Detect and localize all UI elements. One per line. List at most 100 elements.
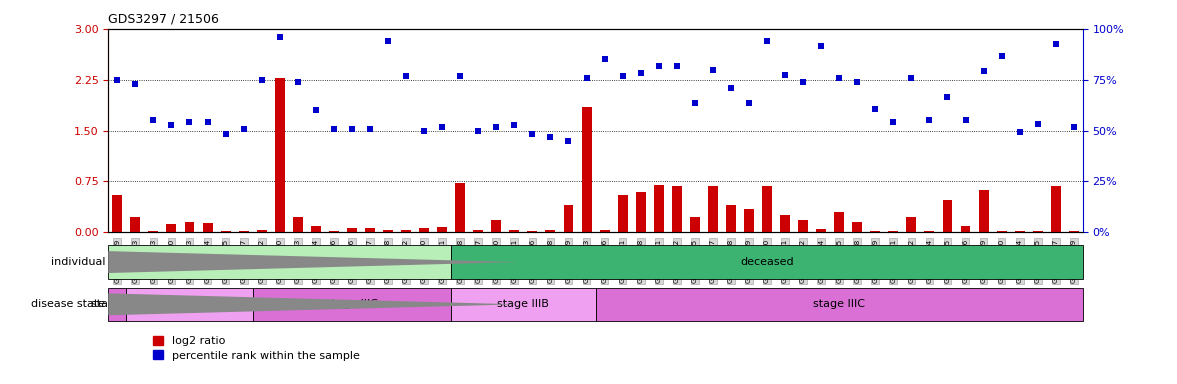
Bar <box>365 228 375 232</box>
Point <box>505 122 524 128</box>
Bar <box>293 217 302 232</box>
Bar <box>1051 186 1060 232</box>
Point <box>650 63 669 69</box>
Point <box>920 118 939 124</box>
Bar <box>545 230 556 232</box>
Text: deceased: deceased <box>740 257 793 267</box>
Bar <box>618 195 627 232</box>
Point <box>830 74 849 81</box>
Bar <box>239 231 248 232</box>
Bar <box>401 230 411 232</box>
Point <box>793 79 812 85</box>
Text: disease state: disease state <box>32 299 106 310</box>
Text: GDS3297 / 21506: GDS3297 / 21506 <box>108 13 219 26</box>
Bar <box>870 231 880 232</box>
Polygon shape <box>108 293 518 315</box>
Bar <box>185 222 194 232</box>
Point <box>180 119 199 126</box>
Point <box>252 76 271 83</box>
Point <box>975 68 993 74</box>
Bar <box>253 288 451 321</box>
Point <box>866 106 885 112</box>
Bar <box>527 231 538 232</box>
Bar <box>419 228 430 232</box>
Bar <box>943 200 952 232</box>
Point <box>577 74 596 81</box>
Point <box>613 73 632 79</box>
Point <box>596 56 614 62</box>
Point <box>468 127 487 134</box>
Point <box>631 70 650 76</box>
Bar <box>108 288 126 321</box>
Bar <box>311 225 321 232</box>
Point <box>451 73 470 79</box>
Point <box>559 138 578 144</box>
Bar <box>924 231 935 232</box>
Point <box>360 126 379 132</box>
Point <box>812 43 831 49</box>
Bar <box>510 230 519 232</box>
Bar <box>202 223 213 232</box>
Text: stage IIIC: stage IIIC <box>813 299 865 310</box>
Bar <box>131 217 140 232</box>
Point <box>379 38 398 44</box>
Bar <box>906 217 917 232</box>
Point <box>198 119 217 125</box>
Bar <box>834 212 844 232</box>
Bar <box>451 288 596 321</box>
Bar <box>744 209 754 232</box>
Point <box>343 126 361 132</box>
Point <box>288 79 307 85</box>
Point <box>1010 129 1029 135</box>
Bar <box>126 288 253 321</box>
Bar <box>997 231 1006 232</box>
Point <box>776 72 794 78</box>
Point <box>433 124 452 130</box>
Bar <box>581 107 592 232</box>
Bar <box>473 230 484 232</box>
Bar <box>1032 231 1043 232</box>
Point <box>397 73 415 79</box>
Point <box>847 79 866 85</box>
Bar <box>707 186 718 232</box>
Bar <box>762 186 772 232</box>
Bar <box>347 228 357 232</box>
Bar <box>978 190 989 232</box>
Point <box>1029 121 1048 127</box>
Point <box>217 131 235 137</box>
Point <box>523 131 541 137</box>
Bar <box>257 230 267 232</box>
Text: individual: individual <box>51 257 106 267</box>
Point <box>902 74 920 81</box>
Bar <box>889 231 898 232</box>
Bar <box>816 229 826 232</box>
Bar <box>780 215 790 232</box>
Point <box>667 63 686 69</box>
Point <box>739 100 758 106</box>
Point <box>722 85 740 91</box>
Point <box>992 53 1011 59</box>
Bar <box>274 78 285 232</box>
Bar <box>455 183 465 232</box>
Bar <box>328 231 339 232</box>
Bar <box>636 192 646 232</box>
Bar <box>599 230 610 232</box>
Point <box>126 81 145 88</box>
Point <box>541 134 560 141</box>
Point <box>956 118 975 124</box>
Point <box>1046 41 1065 47</box>
Bar <box>108 245 451 279</box>
Point <box>704 66 723 73</box>
Point <box>271 34 290 40</box>
Bar <box>672 185 681 232</box>
Point <box>1064 124 1083 130</box>
Bar <box>690 217 700 232</box>
Bar <box>148 231 159 232</box>
Point <box>938 94 957 100</box>
Text: stage IIIC: stage IIIC <box>326 299 378 310</box>
Point <box>487 124 506 130</box>
Bar <box>451 245 1083 279</box>
Bar <box>220 231 231 232</box>
Bar <box>798 220 809 232</box>
Bar <box>112 195 122 232</box>
